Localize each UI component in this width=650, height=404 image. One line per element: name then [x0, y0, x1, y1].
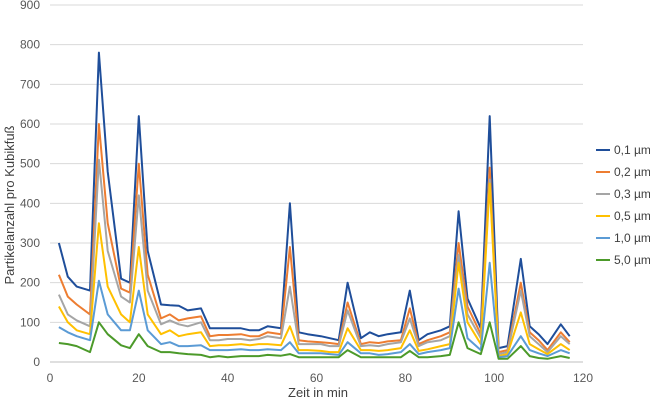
y-tick-label: 0 [33, 355, 40, 369]
x-axis-ticks: 0 20 40 60 80 100 120 [47, 371, 594, 385]
y-axis-ticks: 0 100 200 300 400 500 600 700 800 900 [20, 0, 40, 369]
y-tick-label: 700 [20, 77, 40, 91]
legend-label: 0,1 µm [614, 143, 650, 157]
y-tick-label: 500 [20, 157, 40, 171]
x-tick-label: 20 [132, 371, 146, 385]
series-line-6 [58, 321, 570, 360]
legend-label: 5,0 µm [614, 253, 650, 267]
legend-label: 1,0 µm [614, 231, 650, 245]
y-tick-label: 400 [20, 196, 40, 210]
y-tick-label: 800 [20, 38, 40, 52]
y-tick-label: 200 [20, 276, 40, 290]
y-tick-label: 100 [20, 315, 40, 329]
x-axis-title: Zeit in min [288, 385, 348, 400]
x-tick-label: 80 [399, 371, 413, 385]
legend: 0,1 µm 0,2 µm 0,3 µm 0,5 µm 1,0 µm 5,0 µm [596, 143, 650, 267]
x-tick-label: 60 [310, 371, 324, 385]
x-tick-label: 120 [573, 371, 593, 385]
series-line-1 [57, 51, 571, 350]
x-tick-label: 100 [484, 371, 504, 385]
legend-label: 0,5 µm [614, 209, 650, 223]
legend-label: 0,2 µm [614, 165, 650, 179]
series-line-5 [58, 261, 571, 359]
x-tick-label: 40 [221, 371, 235, 385]
y-axis-title: Partikelanzahl pro Kubikfuß [2, 125, 17, 284]
legend-label: 0,3 µm [614, 187, 650, 201]
y-tick-label: 600 [20, 117, 40, 131]
series-line-4 [58, 182, 571, 358]
x-tick-label: 0 [47, 371, 54, 385]
y-tick-label: 900 [20, 0, 40, 12]
plot-area [57, 51, 571, 360]
y-tick-label: 300 [20, 236, 40, 250]
